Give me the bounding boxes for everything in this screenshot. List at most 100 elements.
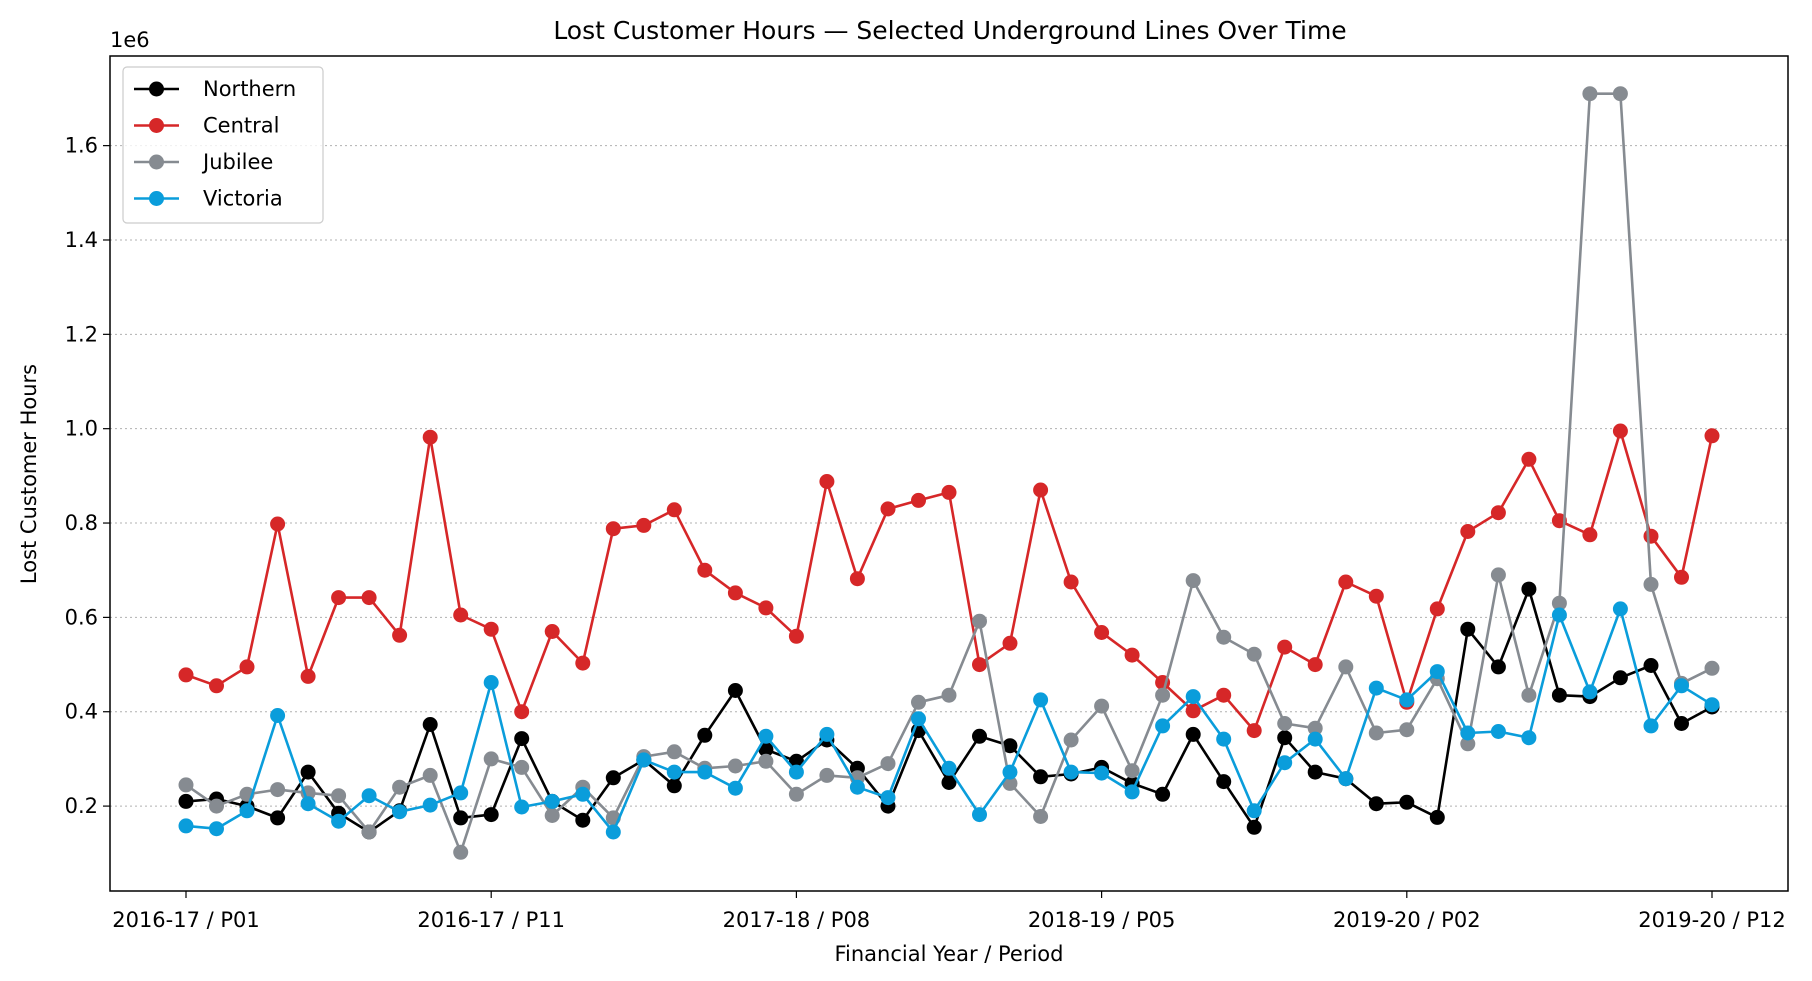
- data-point-jubilee: [270, 782, 286, 798]
- data-point-central: [1704, 428, 1720, 444]
- data-point-central: [758, 600, 774, 616]
- data-point-jubilee: [1338, 659, 1354, 675]
- data-point-jubilee: [1460, 736, 1476, 752]
- data-point-northern: [758, 742, 774, 757]
- data-point-central: [972, 657, 987, 673]
- data-point-victoria: [1216, 731, 1232, 747]
- data-point-jubilee: [1643, 576, 1659, 592]
- data-point-victoria: [1338, 771, 1354, 787]
- data-point-jubilee: [453, 844, 469, 860]
- data-point-northern: [1246, 819, 1262, 835]
- data-point-victoria: [1460, 725, 1476, 741]
- data-point-jubilee: [788, 786, 804, 802]
- data-point-northern: [1002, 738, 1018, 754]
- data-point-jubilee: [514, 759, 530, 775]
- data-point-victoria: [972, 807, 987, 823]
- data-point-northern: [270, 810, 286, 826]
- data-point-jubilee: [1124, 763, 1140, 779]
- data-point-jubilee: [1368, 725, 1384, 741]
- data-point-northern: [1490, 659, 1506, 675]
- data-point-northern: [422, 717, 438, 732]
- data-point-jubilee: [1490, 567, 1506, 583]
- data-point-central: [209, 678, 224, 694]
- legend: Northern Central Jubilee Victoria: [122, 66, 324, 224]
- data-point-jubilee: [1399, 722, 1415, 738]
- data-point-northern: [178, 793, 194, 809]
- y-tick-label: 0.8: [65, 511, 98, 535]
- data-point-central: [1277, 639, 1293, 655]
- data-point-central: [392, 627, 408, 643]
- data-point-victoria: [1674, 678, 1689, 694]
- data-point-jubilee: [178, 777, 194, 793]
- legend-label-victoria: Victoria: [203, 187, 283, 211]
- data-point-jubilee: [758, 753, 774, 769]
- data-point-victoria: [331, 813, 347, 829]
- data-point-central: [239, 659, 255, 675]
- data-point-victoria: [1704, 697, 1720, 713]
- data-point-central: [819, 474, 835, 489]
- data-point-victoria: [209, 821, 224, 837]
- data-point-northern: [1643, 658, 1659, 673]
- legend-marker-central: [149, 118, 164, 133]
- data-point-northern: [514, 731, 530, 747]
- series-group: [178, 86, 1720, 860]
- data-point-central: [1521, 451, 1537, 467]
- legend-label-central: Central: [203, 114, 279, 138]
- data-point-jubilee: [1582, 86, 1598, 102]
- data-point-jubilee: [941, 687, 957, 703]
- data-point-central: [1490, 505, 1506, 521]
- data-point-victoria: [1399, 692, 1415, 708]
- data-point-jubilee: [483, 751, 499, 767]
- data-point-victoria: [575, 786, 591, 802]
- data-point-central: [514, 704, 530, 720]
- data-point-central: [1429, 601, 1445, 617]
- x-tick-label: 2019-20 / P02: [1333, 908, 1481, 932]
- data-point-central: [1368, 588, 1384, 604]
- legend-marker-northern: [149, 81, 164, 97]
- data-point-jubilee: [1551, 595, 1567, 611]
- data-point-victoria: [1643, 718, 1659, 734]
- data-point-jubilee: [666, 744, 682, 760]
- data-point-jubilee: [1307, 720, 1323, 736]
- data-point-victoria: [1246, 803, 1262, 819]
- data-point-northern: [1033, 769, 1049, 785]
- data-point-northern: [1155, 786, 1171, 802]
- series-central: [178, 423, 1720, 739]
- y-tick-label: 0.4: [65, 700, 98, 724]
- data-point-victoria: [300, 796, 316, 812]
- data-point-central: [1643, 528, 1659, 544]
- data-point-northern: [1612, 670, 1628, 686]
- data-point-northern: [1277, 730, 1293, 746]
- data-point-jubilee: [1612, 86, 1628, 102]
- y-axis: 0.2 0.4 0.6 0.8 1.0 1.2 1.4 1.6: [65, 134, 110, 818]
- data-point-jubilee: [1002, 775, 1018, 791]
- data-point-northern: [1307, 764, 1323, 780]
- legend-label-northern: Northern: [203, 77, 296, 101]
- data-point-central: [1307, 657, 1323, 673]
- data-point-victoria: [1307, 731, 1323, 747]
- data-point-victoria: [605, 824, 621, 840]
- data-point-victoria: [422, 797, 438, 813]
- data-point-victoria: [1155, 718, 1171, 734]
- legend-marker-jubilee: [149, 154, 164, 170]
- data-point-central: [941, 484, 957, 500]
- data-point-jubilee: [1521, 687, 1537, 703]
- data-point-victoria: [270, 708, 286, 723]
- data-point-northern: [575, 812, 591, 828]
- data-point-jubilee: [1155, 687, 1171, 703]
- data-point-jubilee: [361, 824, 377, 840]
- data-point-central: [849, 571, 865, 587]
- data-point-central: [1124, 647, 1140, 663]
- data-point-central: [1612, 423, 1628, 439]
- data-point-central: [300, 668, 316, 684]
- data-point-victoria: [178, 818, 194, 834]
- data-point-central: [1582, 527, 1598, 543]
- y-tick-label: 0.2: [65, 794, 98, 818]
- data-point-northern: [1521, 581, 1537, 597]
- data-point-victoria: [1277, 755, 1293, 771]
- data-point-jubilee: [1246, 646, 1262, 662]
- series-victoria: [178, 601, 1720, 840]
- data-point-northern: [483, 807, 499, 823]
- data-point-central: [178, 667, 194, 683]
- data-point-jubilee: [972, 613, 987, 629]
